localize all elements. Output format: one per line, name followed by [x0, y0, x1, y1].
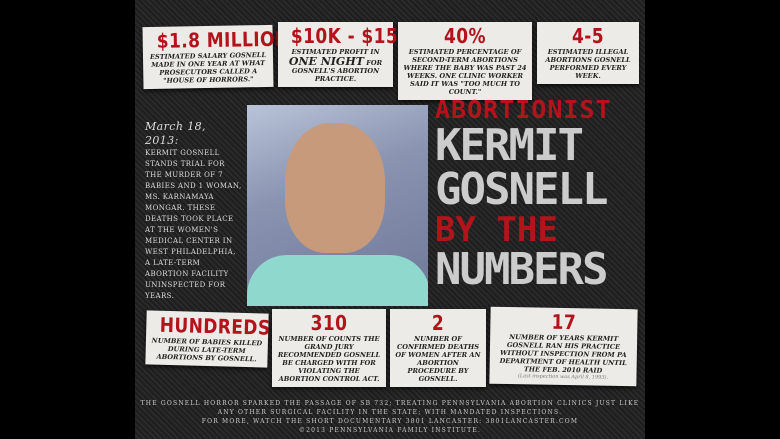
story-text: March 18, 2013: Kermit Gosnell stands tr…	[145, 120, 243, 302]
headline-line: Gosnell	[435, 164, 608, 215]
stat-desc: Estimated salary Gosnell made in one yea…	[149, 50, 267, 85]
stat-desc: Estimated profit in	[291, 48, 380, 56]
stat-value: 17	[551, 309, 577, 335]
stat-card-counts: 310 Number of counts the grand jury reco…	[272, 309, 386, 387]
stat-card-babies: HUNDREDS Number of babies killed during …	[145, 310, 271, 368]
stat-desc: Estimated illegal abortions Gosnell perf…	[545, 48, 631, 80]
stat-value: $10K - $15K	[290, 24, 412, 48]
story-body: Kermit Gosnell stands trial for the murd…	[145, 149, 242, 300]
stat-desc: Number of years Kermit Gosnell ran his p…	[499, 333, 627, 375]
stat-desc: for Gosnell's abortion practice.	[291, 59, 383, 83]
headline-line: Kermit	[435, 120, 584, 171]
headline-line: Numbers	[435, 244, 608, 295]
headline-line: by the	[435, 210, 558, 250]
stat-note: (Last inspection was April 8, 1993).	[517, 373, 609, 381]
stat-value: 2	[431, 311, 445, 335]
stat-card-profit: $10K - $15K Estimated profit in ONE NIGH…	[278, 22, 412, 87]
stat-value: 310	[310, 311, 348, 335]
stat-desc: Number of babies killed during late-term…	[151, 336, 263, 364]
stat-emphasis: ONE NIGHT	[288, 55, 364, 68]
stat-card-years: 17 Number of years Kermit Gosnell ran hi…	[489, 306, 638, 387]
stat-card-salary: $1.8 MILLION Estimated salary Gosnell ma…	[142, 24, 290, 90]
face-shape	[285, 123, 385, 253]
stat-value: 40%	[444, 24, 486, 48]
headline-line: Abortionist	[435, 95, 612, 124]
footer-line: The Gosnell horror sparked the passage o…	[140, 400, 640, 416]
stat-desc: Number of confirmed deaths of women afte…	[395, 335, 481, 383]
stat-card-deaths: 2 Number of confirmed deaths of women af…	[390, 309, 486, 387]
stat-card-percentage: 40% Estimated percentage of second-term …	[398, 22, 532, 100]
footer-link-text: For more, watch the short documentary 38…	[201, 418, 579, 425]
footer: The Gosnell horror sparked the passage o…	[140, 399, 640, 435]
headline: Abortionist Kermit Gosnell by the Number…	[435, 96, 640, 292]
stat-value: HUNDREDS	[159, 312, 271, 340]
stat-desc: Estimated percentage of second-term abor…	[403, 48, 527, 96]
stat-desc: Number of counts the grand jury recommen…	[277, 335, 381, 383]
mugshot-photo	[247, 105, 428, 306]
shirt-shape	[247, 255, 428, 306]
stat-card-weekly: 4-5 Estimated illegal abortions Gosnell …	[537, 22, 639, 84]
copyright: ©2013 Pennsylvania Family Institute.	[298, 427, 482, 434]
story-date: March 18, 2013:	[145, 120, 206, 147]
stat-value: $1.8 MILLION	[156, 26, 290, 53]
stat-value: 4-5	[571, 24, 604, 48]
